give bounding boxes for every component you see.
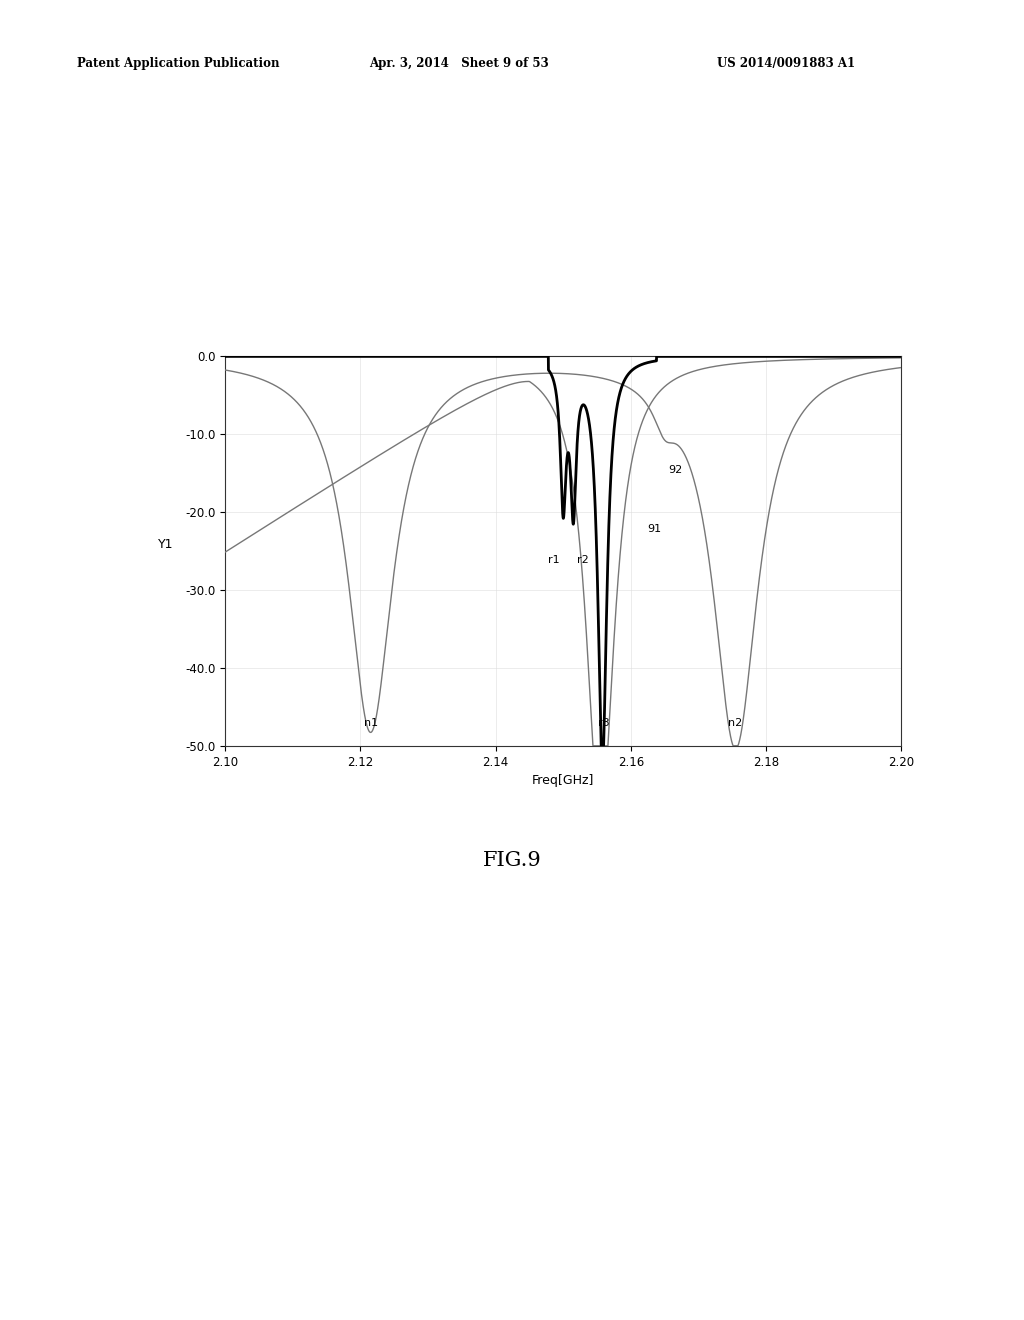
X-axis label: Freq[GHz]: Freq[GHz] [532,774,594,787]
Text: Apr. 3, 2014   Sheet 9 of 53: Apr. 3, 2014 Sheet 9 of 53 [369,57,549,70]
Text: 91: 91 [648,524,662,533]
Text: Patent Application Publication: Patent Application Publication [77,57,280,70]
Text: FIG.9: FIG.9 [482,851,542,870]
Text: n2: n2 [728,718,742,729]
Text: r2: r2 [577,554,589,565]
Text: 92: 92 [668,465,682,475]
Text: US 2014/0091883 A1: US 2014/0091883 A1 [717,57,855,70]
Y-axis label: Y1: Y1 [158,539,173,552]
Text: n1: n1 [364,718,378,729]
Text: r1: r1 [548,554,560,565]
Text: r3: r3 [598,718,609,729]
